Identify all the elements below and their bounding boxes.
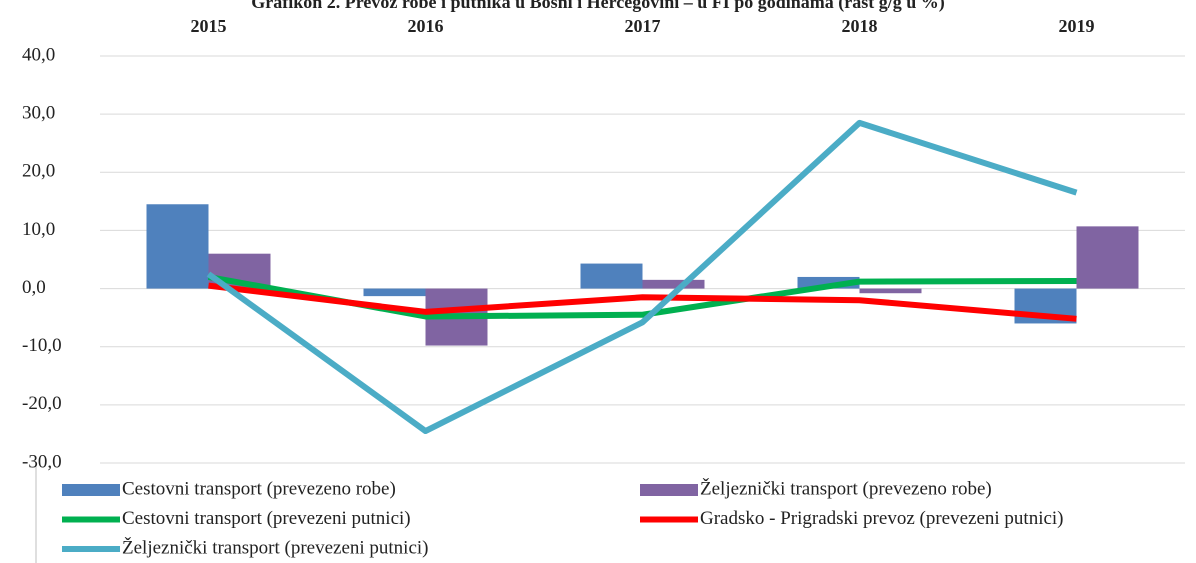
x-tick-label: 2016 <box>408 16 444 36</box>
y-tick-label: 20,0 <box>22 161 55 182</box>
bar <box>859 288 922 294</box>
line <box>206 119 1078 435</box>
x-tick-label: 2018 <box>842 16 878 36</box>
y-tick-label: 0,0 <box>22 277 46 298</box>
x-tick-label: 2017 <box>625 16 661 36</box>
y-tick-label: -10,0 <box>22 335 62 356</box>
legend-key <box>62 484 120 496</box>
bar <box>363 288 426 297</box>
y-tick-label: -20,0 <box>22 393 62 414</box>
legend-label: Cestovni transport (prevezeni putnici) <box>122 508 411 529</box>
chart-title: Grafikon 2. Prevoz robe i putnika u Bosn… <box>251 0 945 13</box>
bar <box>797 276 860 289</box>
legend-label: Gradsko - Prigradski prevoz (prevezeni p… <box>700 508 1064 529</box>
legend-label: Cestovni transport (prevezeno robe) <box>122 478 396 499</box>
bar <box>642 279 705 289</box>
legend-label: Željeznički transport (prevezeni putnici… <box>122 536 429 558</box>
y-tick-label: 40,0 <box>22 44 55 65</box>
bar <box>1076 226 1139 289</box>
y-tick-label: 10,0 <box>22 219 55 240</box>
y-tick-label: -30,0 <box>22 451 62 472</box>
legend-label: Željeznički transport (prevezeno robe) <box>700 477 992 499</box>
x-tick-label: 2019 <box>1059 16 1095 36</box>
legend-key <box>640 484 698 496</box>
line <box>208 282 1077 322</box>
y-tick-label: 30,0 <box>22 103 55 124</box>
bar <box>580 263 643 289</box>
bar <box>146 204 209 289</box>
x-tick-label: 2015 <box>191 16 227 36</box>
